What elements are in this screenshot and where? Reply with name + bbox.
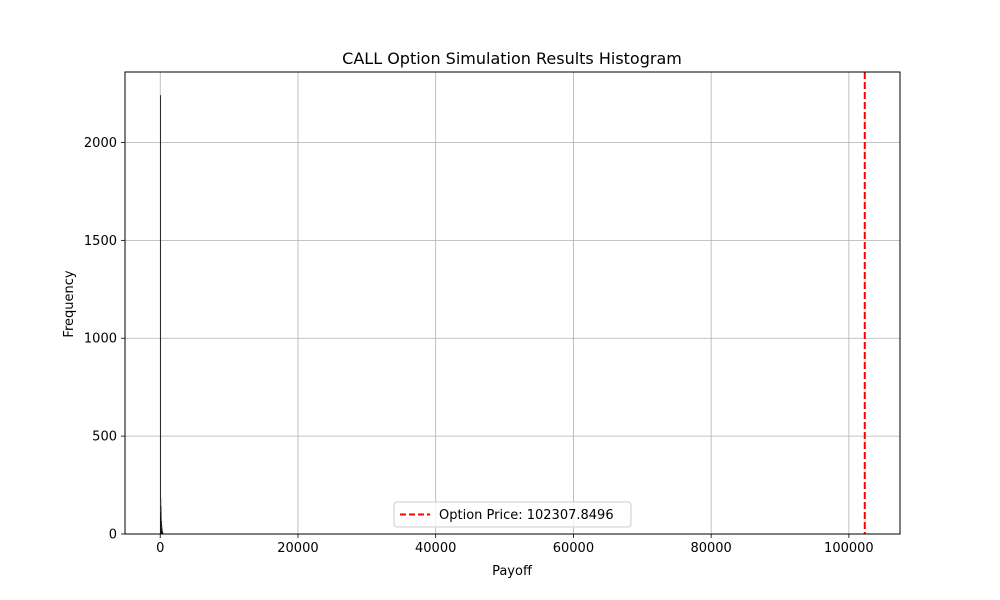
- plot-frame: [124, 71, 901, 535]
- y-tick-label: 1000: [84, 332, 117, 347]
- y-tick-label: 2000: [84, 136, 117, 151]
- x-axis-ticks: 0 20000 40000 60000 80000 100000: [156, 534, 874, 556]
- x-tick-label: 20000: [277, 541, 318, 556]
- y-axis-title: Frequency: [62, 270, 77, 337]
- x-tick-label: 40000: [415, 541, 456, 556]
- legend: Option Price: 102307.8496: [393, 501, 632, 528]
- histogram-bar: [160, 95, 162, 535]
- y-tick-label: 0: [109, 528, 117, 543]
- legend-box: [393, 501, 632, 528]
- x-tick-label: 80000: [690, 541, 731, 556]
- y-tick-label: 500: [92, 430, 117, 445]
- x-axis-title: Payoff: [492, 564, 533, 579]
- x-tick-label: 100000: [824, 541, 874, 556]
- y-tick-label: 1500: [84, 234, 117, 249]
- x-tick-label: 60000: [553, 541, 594, 556]
- y-axis-ticks: 0 500 1000 1500 2000: [84, 136, 125, 543]
- chart-title: CALL Option Simulation Results Histogram: [342, 49, 682, 68]
- legend-entry-option-price: Option Price: 102307.8496: [439, 508, 614, 523]
- x-tick-label: 0: [156, 541, 164, 556]
